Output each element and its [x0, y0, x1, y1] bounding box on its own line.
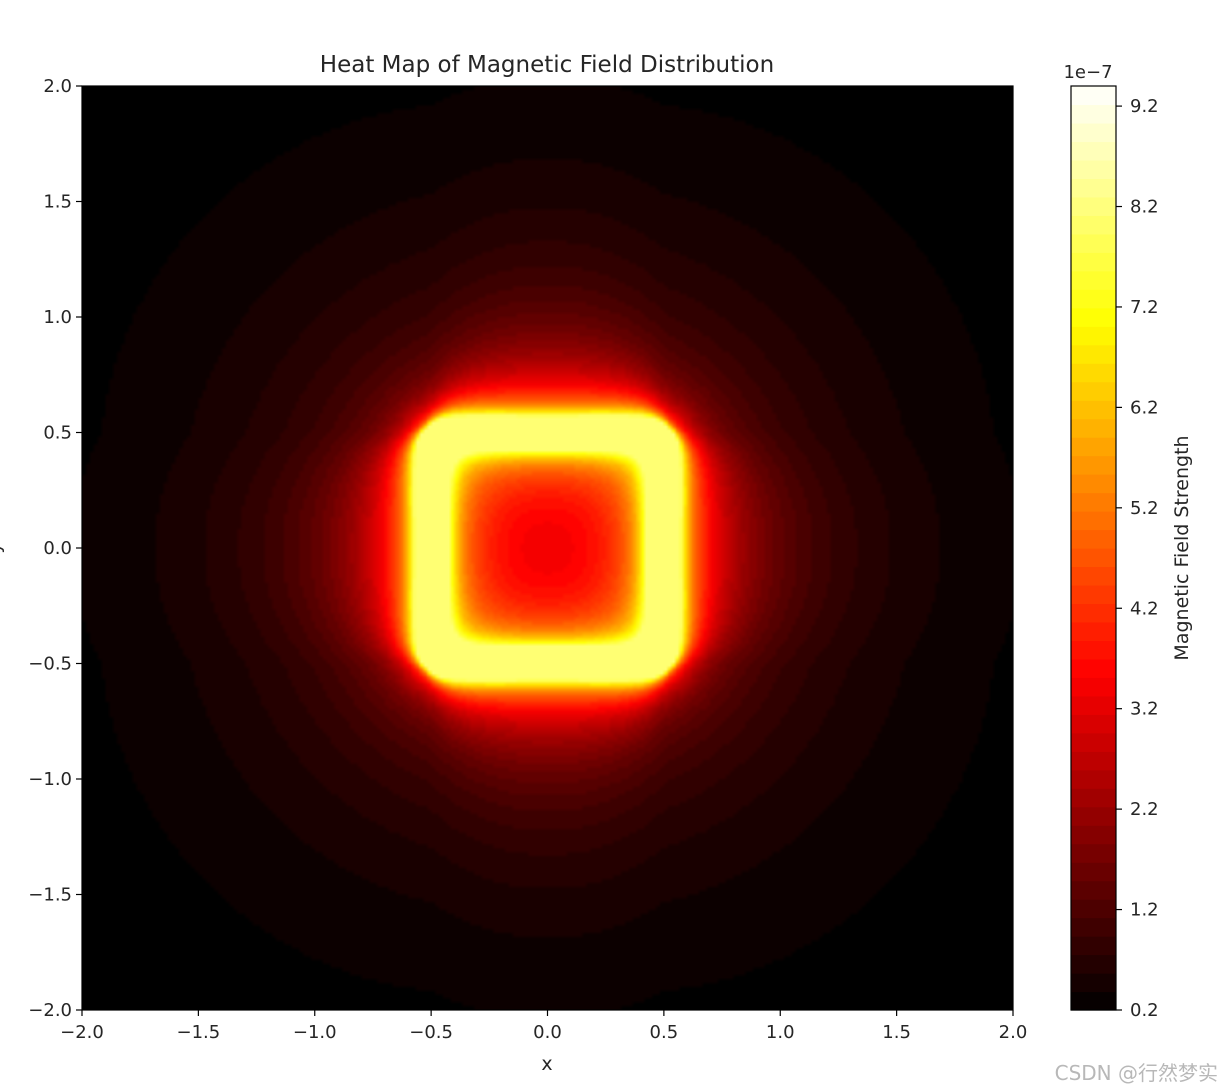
colorbar-band [1071, 584, 1116, 605]
colorbar-band [1071, 843, 1116, 863]
x-tick-label: 1.5 [882, 1022, 911, 1043]
colorbar-band [1071, 252, 1116, 272]
colorbar-frame [1070, 85, 1117, 1011]
x-tick-label: −2.0 [60, 1022, 104, 1043]
colorbar-band [1071, 492, 1116, 512]
colorbar-band [1071, 769, 1116, 789]
colorbar-band [1071, 178, 1116, 198]
colorbar-band [1071, 917, 1116, 937]
colorbar-band [1071, 788, 1116, 808]
colorbar-bands [1071, 86, 1116, 1011]
heatmap-area [82, 86, 1013, 1010]
colorbar-band [1071, 806, 1116, 826]
colorbar-tick-label: 7.2 [1130, 297, 1159, 318]
watermark: CSDN @行然梦实 [1054, 1061, 1218, 1085]
y-tick-label: −1.0 [28, 769, 72, 790]
x-tick-label: 0.0 [533, 1022, 562, 1043]
colorbar-label: Magnetic Field Strength [1171, 435, 1193, 660]
heatmap-image [82, 86, 1013, 1010]
colorbar-band [1071, 695, 1116, 715]
y-tick-label: −1.5 [28, 885, 72, 906]
colorbar-band [1071, 326, 1116, 346]
x-tick-label: 2.0 [999, 1022, 1028, 1043]
colorbar-band [1071, 825, 1116, 845]
x-tick-label: 0.5 [650, 1022, 679, 1043]
y-axis: −2.0 −1.5 −1.0 −0.5 0.0 0.5 1.0 1.5 2.0 [28, 76, 82, 1021]
y-tick-label: 1.0 [43, 307, 72, 328]
y-tick-label: 0.5 [43, 423, 72, 444]
x-axis: −2.0 −1.5 −1.0 −0.5 0.0 0.5 1.0 1.5 2.0 [60, 1010, 1027, 1043]
x-tick-label: −1.0 [293, 1022, 337, 1043]
colorbar-band [1071, 862, 1116, 882]
colorbar-band [1071, 196, 1116, 216]
colorbar-band [1071, 86, 1116, 106]
x-tick-label: −0.5 [409, 1022, 453, 1043]
colorbar-band [1071, 474, 1116, 494]
colorbar-band [1071, 455, 1116, 475]
colorbar-band [1071, 104, 1116, 124]
colorbar-band [1071, 658, 1116, 678]
x-axis-label: x [541, 1053, 552, 1075]
colorbar-exponent: 1e−7 [1063, 62, 1112, 83]
colorbar-band [1071, 307, 1116, 327]
chart-title: Heat Map of Magnetic Field Distribution [320, 52, 774, 78]
colorbar-band [1071, 400, 1116, 420]
y-tick-label: 0.0 [43, 538, 72, 559]
colorbar-band [1071, 511, 1116, 531]
colorbar-tick-label: 3.2 [1130, 699, 1159, 720]
colorbar-band [1071, 418, 1116, 438]
colorbar-band [1071, 899, 1116, 919]
colorbar-band [1071, 973, 1116, 993]
colorbar-tick-label: 5.2 [1130, 498, 1159, 519]
colorbar-tick-label: 4.2 [1130, 598, 1159, 619]
x-tick-label: 1.0 [766, 1022, 795, 1043]
colorbar-band [1071, 714, 1116, 734]
colorbar-band [1071, 233, 1116, 253]
colorbar-band [1071, 289, 1116, 309]
colorbar-band [1071, 677, 1116, 697]
colorbar-tick-label: 1.2 [1130, 900, 1159, 921]
colorbar-band [1071, 437, 1116, 457]
y-tick-label: −0.5 [28, 654, 72, 675]
y-tick-label: −2.0 [28, 1000, 72, 1021]
colorbar-band [1071, 529, 1116, 549]
y-axis-label: y [0, 542, 5, 553]
colorbar-band [1071, 732, 1116, 752]
colorbar-tick-label: 9.2 [1130, 96, 1159, 117]
colorbar-tick-label: 2.2 [1130, 799, 1159, 820]
y-tick-label: 1.5 [43, 192, 72, 213]
colorbar-band [1071, 141, 1116, 161]
colorbar-band [1071, 954, 1116, 974]
colorbar-ticks: 0.2 1.2 2.2 3.2 4.2 5.2 6.2 7.2 8.2 9.2 [1116, 96, 1159, 1021]
colorbar-band [1071, 566, 1116, 586]
x-tick-label: −1.5 [177, 1022, 221, 1043]
colorbar-band [1071, 751, 1116, 771]
colorbar-band [1071, 880, 1116, 900]
colorbar-band [1071, 603, 1116, 623]
colorbar-tick-label: 8.2 [1130, 197, 1159, 218]
colorbar-band [1071, 640, 1116, 660]
colorbar-band [1071, 621, 1116, 641]
colorbar-band [1071, 381, 1116, 401]
colorbar-tick-label: 0.2 [1130, 1000, 1159, 1021]
colorbar-band [1071, 936, 1116, 956]
colorbar-band [1071, 159, 1116, 179]
colorbar-band [1071, 344, 1116, 364]
colorbar-band [1071, 270, 1116, 290]
colorbar: 0.2 1.2 2.2 3.2 4.2 5.2 6.2 7.2 8.2 9.2 1e−7 Magn… [1063, 62, 1193, 1021]
colorbar-band [1071, 363, 1116, 383]
colorbar-band [1071, 215, 1116, 235]
colorbar-band [1071, 122, 1116, 143]
colorbar-band [1071, 548, 1116, 568]
colorbar-tick-label: 6.2 [1130, 397, 1159, 418]
colorbar-band [1071, 991, 1116, 1011]
y-tick-label: 2.0 [43, 76, 72, 97]
